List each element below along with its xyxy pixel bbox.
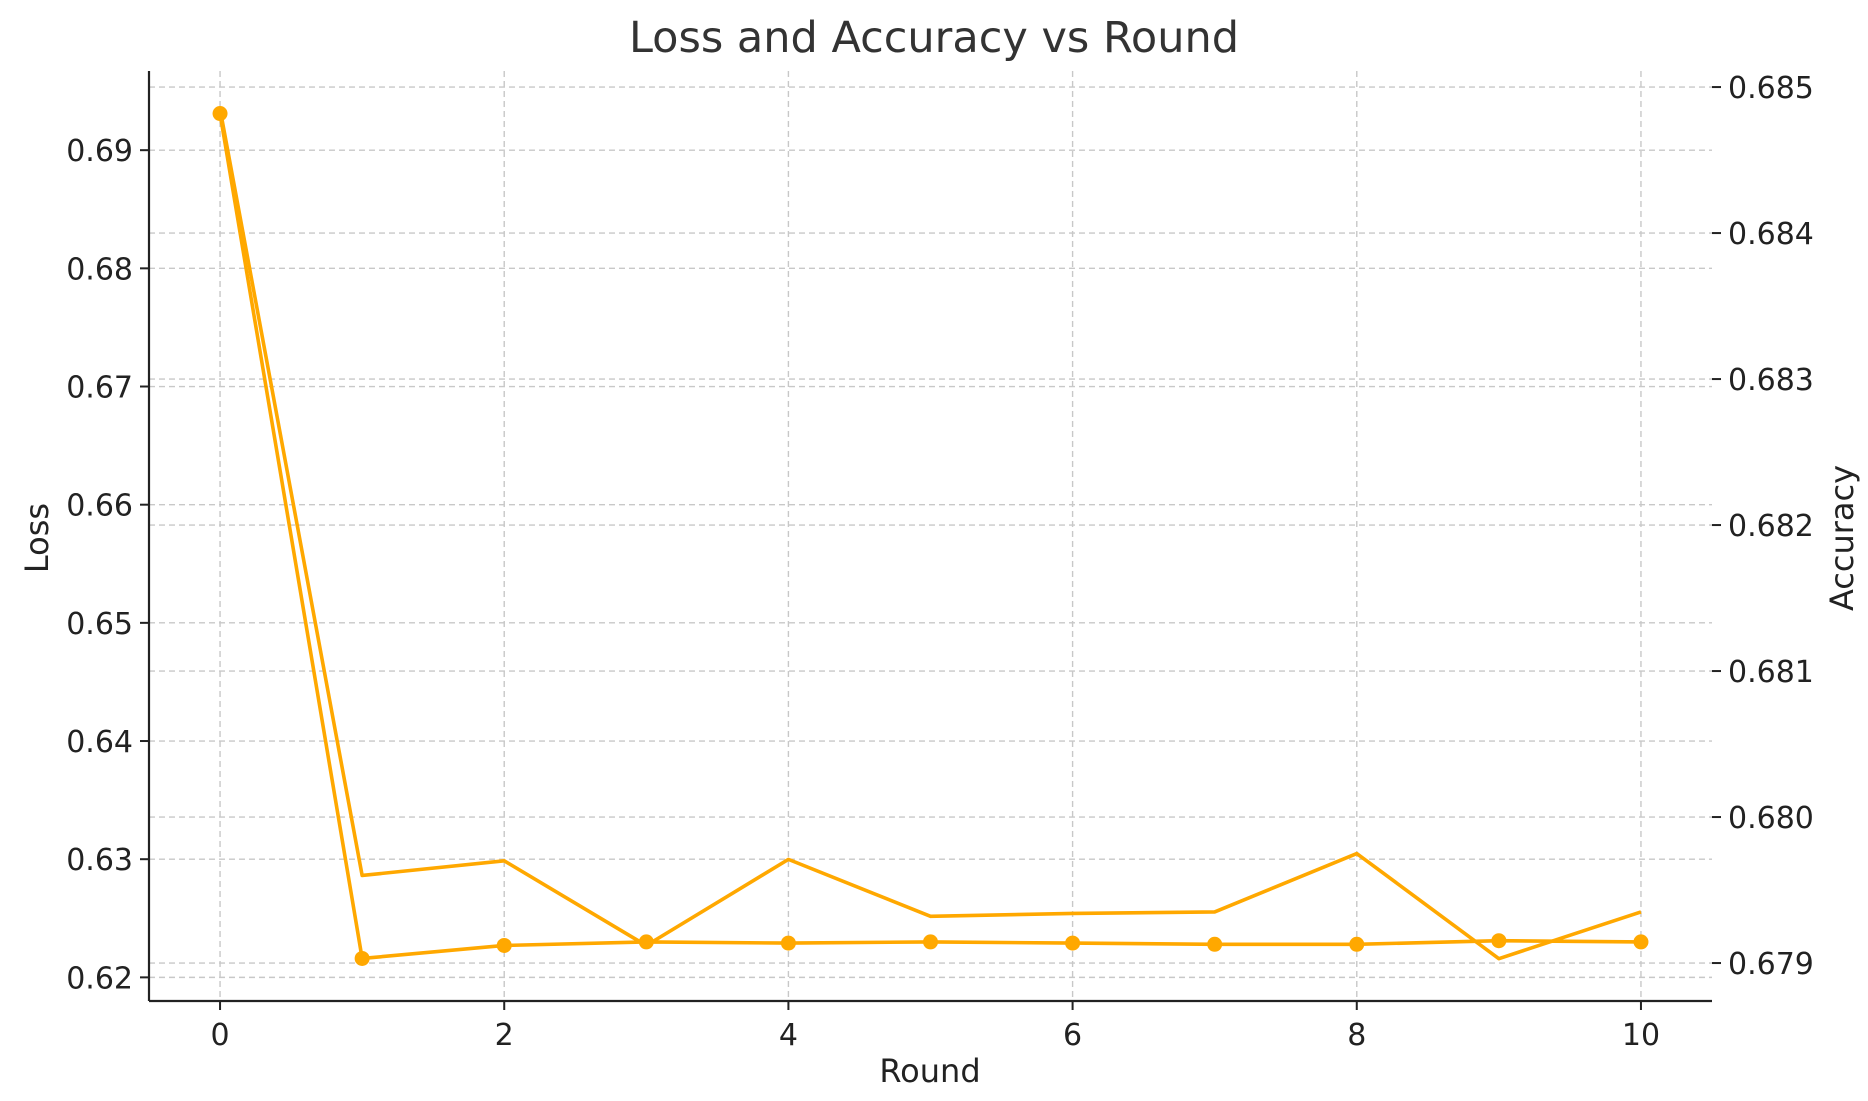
series-layer [212, 106, 1649, 966]
y-tick-label-right: 0.685 [1728, 71, 1814, 106]
axes-layer [147, 71, 1712, 1003]
loss-point [1491, 933, 1507, 949]
y-tick-label-left: 0.63 [66, 843, 133, 878]
chart-title: Loss and Accuracy vs Round [629, 13, 1239, 63]
y-tick-label-left: 0.64 [66, 725, 133, 760]
x-tick-label: 6 [1063, 1018, 1082, 1053]
ticks-layer: 0 2 4 6 8 10 0.62 0.63 0.64 0.65 0.66 0.67 0.68 0.69 0… [66, 71, 1814, 1053]
y-tick-label-right: 0.684 [1728, 217, 1814, 252]
loss-point [1207, 936, 1223, 952]
loss-point [1349, 936, 1365, 952]
loss-point [354, 950, 370, 966]
y-tick-label-right: 0.683 [1728, 363, 1814, 398]
x-tick-label: 0 [210, 1018, 229, 1053]
loss-point [1065, 935, 1081, 951]
y-tick-label-left: 0.65 [66, 607, 133, 642]
accuracy-line [218, 108, 1642, 961]
x-tick-label: 4 [779, 1018, 798, 1053]
y-tick-label-left: 0.62 [66, 961, 133, 996]
grid-layer [149, 71, 1712, 1001]
x-tick-label: 8 [1347, 1018, 1366, 1053]
y-tick-label-right: 0.679 [1728, 947, 1814, 982]
loss-point [923, 934, 938, 950]
x-axis-label: Round [879, 1052, 980, 1090]
y-tick-label-right: 0.682 [1728, 509, 1814, 544]
y-axis-label-right: Accuracy [1823, 465, 1861, 611]
y-tick-label-left: 0.68 [66, 252, 133, 287]
loss-point [1633, 934, 1649, 950]
y-tick-label-right: 0.680 [1728, 801, 1814, 836]
y-tick-label-right: 0.681 [1728, 655, 1814, 690]
loss-line [218, 113, 1641, 961]
y-tick-label-left: 0.66 [66, 489, 133, 524]
y-axis-label-left: Loss [18, 503, 56, 573]
x-tick-label: 2 [495, 1018, 514, 1053]
loss-point [496, 937, 512, 953]
y-tick-label-left: 0.67 [66, 371, 133, 406]
loss-point [638, 934, 654, 950]
y-tick-label-left: 0.69 [66, 134, 133, 169]
loss-point [780, 935, 796, 951]
x-tick-label: 10 [1622, 1018, 1660, 1053]
